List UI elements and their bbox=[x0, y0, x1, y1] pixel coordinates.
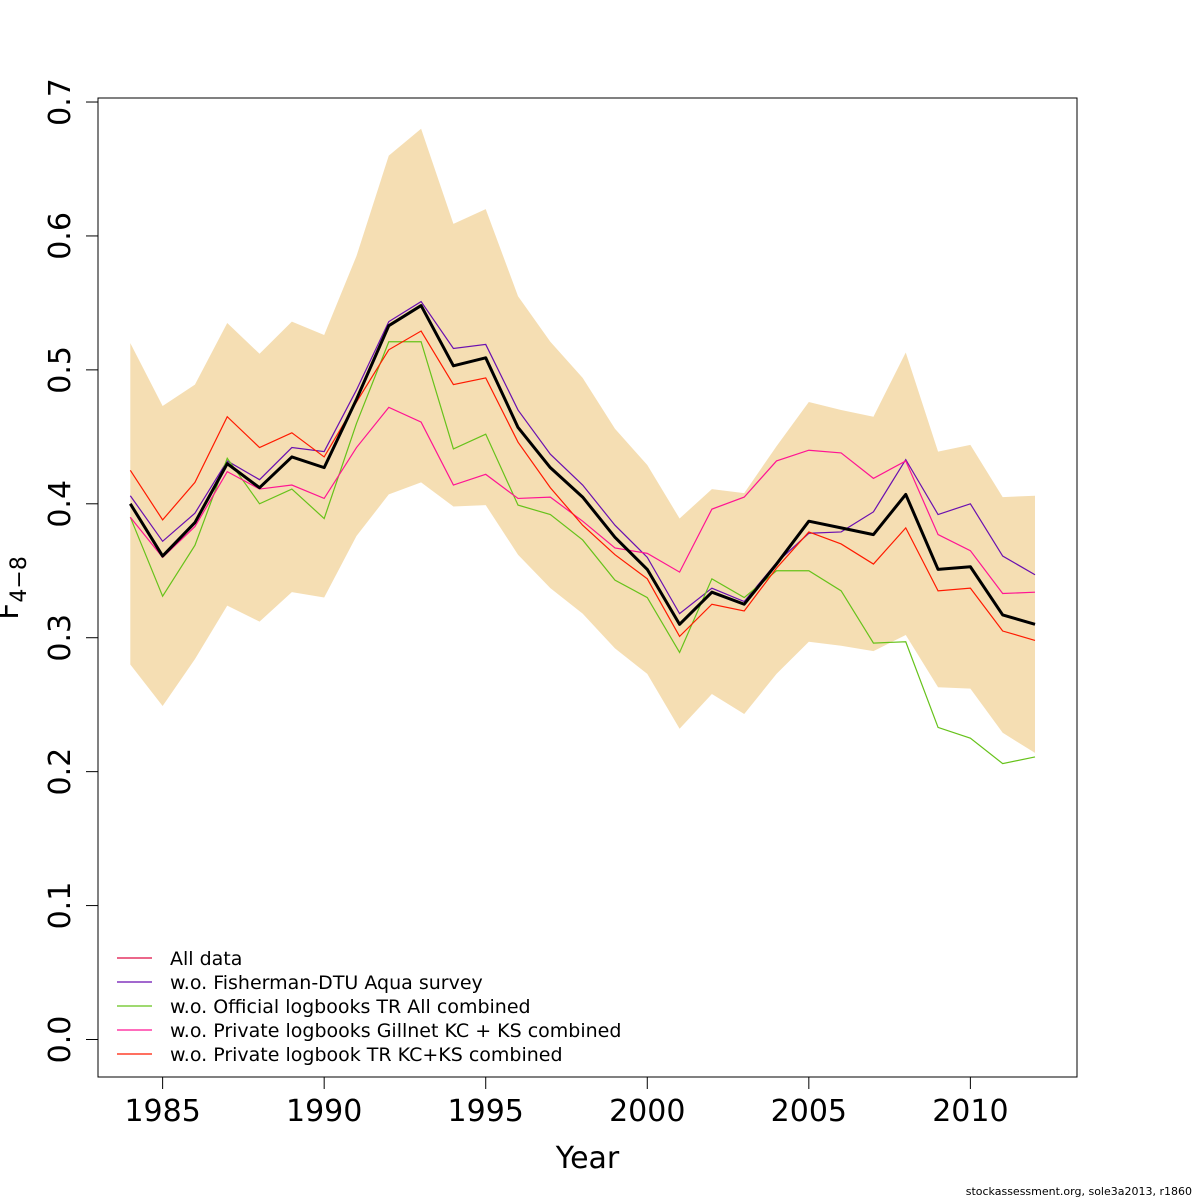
svg-text:F4−8: F4−8 bbox=[0, 556, 32, 620]
legend-label: w.o. Private logbooks Gillnet KC + KS co… bbox=[170, 1020, 621, 1042]
x-tick-label: 2000 bbox=[609, 1094, 685, 1129]
y-tick-label: 0.5 bbox=[43, 346, 78, 394]
y-axis: 0.0 0.1 0.2 0.3 0.4 0.5 0.6 0.7 bbox=[43, 78, 99, 1064]
x-tick-label: 1990 bbox=[286, 1094, 362, 1129]
y-axis-title-subscript: 4−8 bbox=[7, 556, 32, 602]
confidence-band bbox=[130, 128, 1035, 753]
x-axis: 1985 1990 1995 2000 2005 2010 bbox=[124, 1076, 1009, 1129]
x-tick-label: 1995 bbox=[448, 1094, 524, 1129]
confidence-band-layer bbox=[130, 128, 1035, 753]
y-tick-label: 0.2 bbox=[43, 748, 78, 796]
y-tick-label: 0.1 bbox=[43, 882, 78, 930]
series-line-5 bbox=[129, 330, 1036, 641]
legend-label: All data bbox=[170, 948, 242, 970]
legend-label: w.o. Fisherman-DTU Aqua survey bbox=[170, 972, 483, 994]
source-footer: stockassessment.org, sole3a2013, r1860 bbox=[965, 1185, 1192, 1198]
y-tick-label: 0.4 bbox=[43, 480, 78, 528]
y-axis-title: F4−8 bbox=[0, 556, 32, 620]
y-tick-label: 0.7 bbox=[43, 78, 78, 126]
x-axis-title: Year bbox=[555, 1141, 620, 1176]
y-axis-title-main: F bbox=[0, 603, 26, 620]
series-line-2 bbox=[129, 300, 1036, 615]
x-tick-label: 2005 bbox=[771, 1094, 847, 1129]
legend-label: w.o. Official logbooks TR All combined bbox=[170, 996, 531, 1018]
y-tick-label: 0.6 bbox=[43, 212, 78, 260]
series-line-4 bbox=[129, 406, 1036, 595]
series-line-3 bbox=[129, 341, 1036, 765]
y-tick-label: 0.0 bbox=[43, 1016, 78, 1064]
estimate-line-layer bbox=[129, 304, 1036, 626]
x-tick-label: 1985 bbox=[124, 1094, 200, 1129]
legend-label: w.o. Private logbook TR KC+KS combined bbox=[170, 1044, 563, 1066]
x-tick-label: 2010 bbox=[932, 1094, 1008, 1129]
y-tick-label: 0.3 bbox=[43, 614, 78, 662]
estimate-line bbox=[129, 304, 1036, 626]
